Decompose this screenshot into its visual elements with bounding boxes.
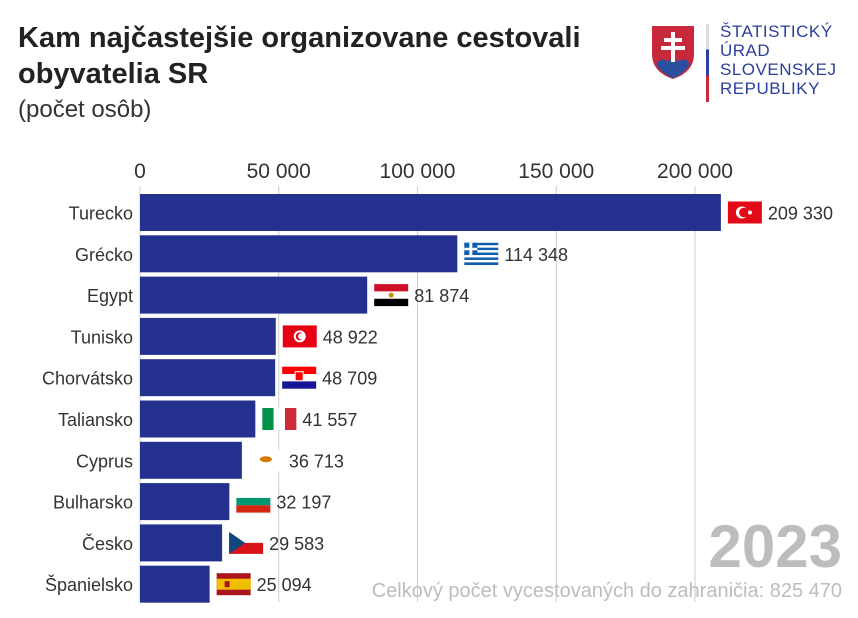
total-note: Celkový počet vycestovaných do zahraniči… <box>372 580 842 602</box>
slovak-coat-of-arms-icon <box>652 26 694 79</box>
category-label: Taliansko <box>58 410 133 430</box>
bar <box>140 359 276 397</box>
value-label: 114 348 <box>504 245 568 265</box>
czechia-flag-icon <box>229 531 264 554</box>
bulgaria-flag-icon <box>236 490 271 513</box>
bar <box>140 441 242 479</box>
logo-line-1: ŠTATISTICKÝ <box>720 22 833 41</box>
x-tick-label: 100 000 <box>380 160 456 183</box>
category-label: Španielsko <box>45 574 133 595</box>
value-label: 81 874 <box>414 286 469 306</box>
italy-flag-icon <box>262 408 297 430</box>
bar <box>140 524 223 562</box>
value-label: 32 197 <box>276 493 331 513</box>
tunisia-flag-icon <box>282 325 317 348</box>
x-tick-label: 150 000 <box>518 160 594 183</box>
logo-line-4: REPUBLIKY <box>720 79 820 98</box>
category-label: Chorvátsko <box>42 369 133 389</box>
logo-divider <box>706 24 709 102</box>
category-label: Turecko <box>69 204 133 224</box>
value-label: 48 709 <box>322 369 377 389</box>
value-label: 25 094 <box>257 575 312 595</box>
x-tick-label: 0 <box>134 160 146 183</box>
bar <box>140 565 210 603</box>
bar <box>140 194 721 231</box>
page-title: Kam najčastejšie organizovane cestovali … <box>18 22 581 90</box>
bar <box>140 276 368 314</box>
bar <box>140 317 276 355</box>
value-label: 36 713 <box>289 451 344 471</box>
chart-subtitle: (počet osôb) <box>18 96 152 123</box>
bar <box>140 235 458 273</box>
value-label: 29 583 <box>269 534 324 554</box>
category-label: Grécko <box>75 245 133 265</box>
value-label: 41 557 <box>302 410 357 430</box>
bar <box>140 400 256 438</box>
x-tick-label: 200 000 <box>657 160 733 183</box>
cyprus-flag-icon <box>248 449 283 472</box>
category-label: Tunisko <box>71 327 133 347</box>
value-label: 48 922 <box>323 327 378 347</box>
category-label: Egypt <box>87 286 133 306</box>
category-label: Cyprus <box>76 451 133 471</box>
croatia-flag-icon <box>282 366 317 389</box>
bar <box>140 483 230 521</box>
logo-line-3: SLOVENSKEJ <box>720 60 837 79</box>
category-label: Česko <box>82 533 133 554</box>
logo-text: ŠTATISTICKÝ ÚRAD SLOVENSKEJ REPUBLIKY <box>720 22 837 98</box>
category-label: Bulharsko <box>53 493 133 513</box>
spain-flag-icon <box>216 573 251 596</box>
value-label: 209 330 <box>768 204 833 224</box>
year-label: 2023 <box>709 513 842 580</box>
egypt-flag-icon <box>374 284 409 307</box>
x-tick-label: 50 000 <box>247 160 311 183</box>
turkey-flag-icon <box>727 201 762 224</box>
logo-line-2: ÚRAD <box>720 41 771 60</box>
greece-flag-icon <box>464 242 499 265</box>
